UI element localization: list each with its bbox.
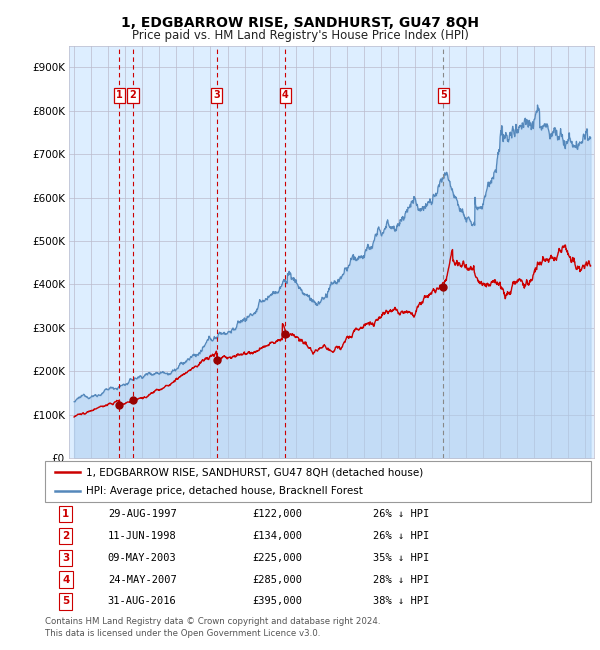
Text: £225,000: £225,000: [253, 552, 302, 563]
Text: 1: 1: [62, 509, 70, 519]
Text: £122,000: £122,000: [253, 509, 302, 519]
Text: 4: 4: [282, 90, 289, 101]
Text: HPI: Average price, detached house, Bracknell Forest: HPI: Average price, detached house, Brac…: [86, 486, 363, 496]
Text: Price paid vs. HM Land Registry's House Price Index (HPI): Price paid vs. HM Land Registry's House …: [131, 29, 469, 42]
Text: 29-AUG-1997: 29-AUG-1997: [108, 509, 176, 519]
Text: £134,000: £134,000: [253, 531, 302, 541]
Text: 11-JUN-1998: 11-JUN-1998: [108, 531, 176, 541]
Text: 2: 2: [62, 531, 70, 541]
Text: 2: 2: [130, 90, 136, 101]
Text: 31-AUG-2016: 31-AUG-2016: [108, 597, 176, 606]
Text: 28% ↓ HPI: 28% ↓ HPI: [373, 575, 429, 584]
Text: £395,000: £395,000: [253, 597, 302, 606]
Text: 4: 4: [62, 575, 70, 584]
Text: 38% ↓ HPI: 38% ↓ HPI: [373, 597, 429, 606]
Text: 5: 5: [440, 90, 446, 101]
Text: 3: 3: [62, 552, 70, 563]
Text: 09-MAY-2003: 09-MAY-2003: [108, 552, 176, 563]
Text: 35% ↓ HPI: 35% ↓ HPI: [373, 552, 429, 563]
Text: 26% ↓ HPI: 26% ↓ HPI: [373, 531, 429, 541]
Text: 1, EDGBARROW RISE, SANDHURST, GU47 8QH: 1, EDGBARROW RISE, SANDHURST, GU47 8QH: [121, 16, 479, 31]
Text: 5: 5: [62, 597, 70, 606]
Text: Contains HM Land Registry data © Crown copyright and database right 2024.: Contains HM Land Registry data © Crown c…: [45, 618, 380, 627]
Text: 26% ↓ HPI: 26% ↓ HPI: [373, 509, 429, 519]
Text: 1, EDGBARROW RISE, SANDHURST, GU47 8QH (detached house): 1, EDGBARROW RISE, SANDHURST, GU47 8QH (…: [86, 467, 423, 477]
Text: £285,000: £285,000: [253, 575, 302, 584]
Text: 3: 3: [213, 90, 220, 101]
Text: 1: 1: [116, 90, 123, 101]
Text: This data is licensed under the Open Government Licence v3.0.: This data is licensed under the Open Gov…: [45, 629, 320, 638]
Text: 24-MAY-2007: 24-MAY-2007: [108, 575, 176, 584]
